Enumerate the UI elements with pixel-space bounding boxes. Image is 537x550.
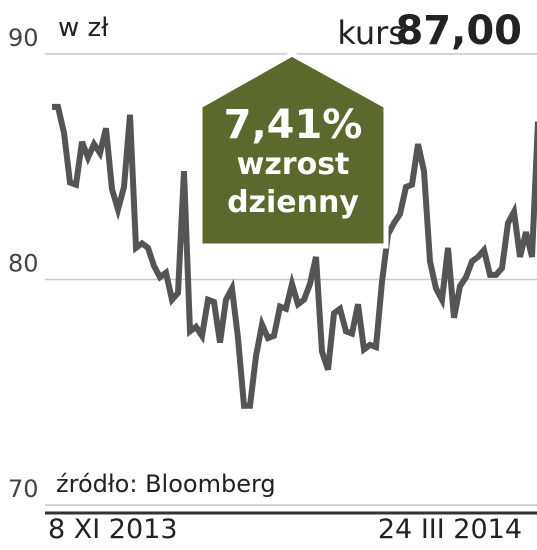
- x-labels: 8 XI 2013 24 III 2014: [48, 514, 522, 545]
- badge-line1: wzrost: [237, 147, 350, 182]
- price-value: 87,00: [395, 8, 522, 54]
- y-tick-label: 80: [8, 249, 39, 277]
- y-tick-label: 90: [8, 24, 39, 52]
- source: źródło: Bloomberg: [56, 470, 276, 498]
- y-tick-label: 70: [8, 475, 39, 503]
- plot: [52, 103, 537, 409]
- badge-line2: dzienny: [227, 185, 359, 220]
- price-caption: kurs: [337, 14, 405, 52]
- x-tick-label: 8 XI 2013: [48, 514, 178, 545]
- x-tick-label: 24 III 2014: [378, 514, 522, 545]
- badge-arrow: [197, 51, 389, 249]
- badge: 7,41% wzrost dzienny: [197, 51, 389, 249]
- unit-label: w zł: [58, 13, 109, 43]
- badge-change: 7,41%: [224, 102, 363, 148]
- price-line: [52, 103, 537, 409]
